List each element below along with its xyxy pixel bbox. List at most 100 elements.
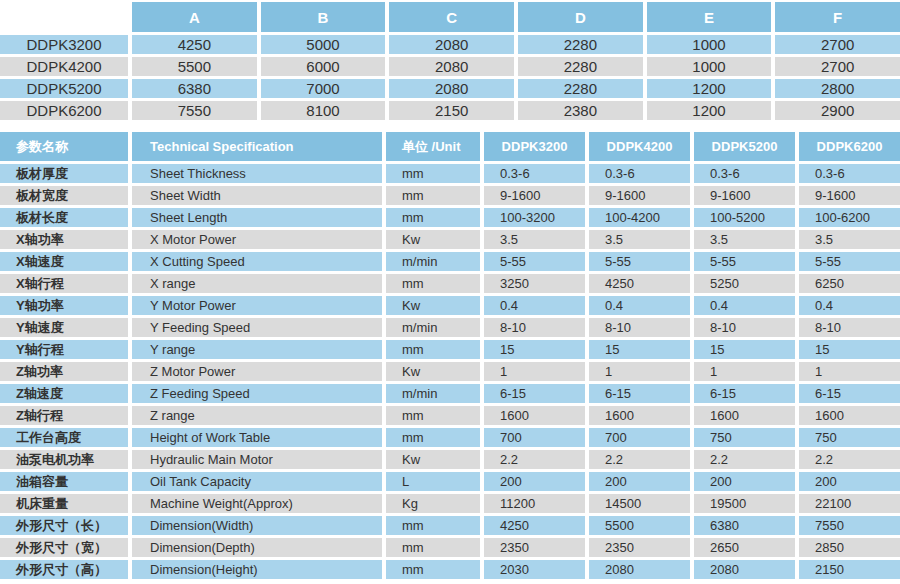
- dimension-value: 2380: [518, 101, 643, 120]
- spec-value: 200: [484, 472, 585, 491]
- spec-value: 750: [694, 428, 795, 447]
- spec-value: 8-10: [694, 318, 795, 337]
- dim-column-header: E: [647, 2, 772, 32]
- unit-value: mm: [386, 538, 480, 557]
- spec-value: 0.4: [694, 296, 795, 315]
- dimension-value: 1000: [647, 57, 772, 76]
- param-name-cn: 外形尺寸（高）: [0, 560, 128, 579]
- param-name-cn: Y轴功率: [0, 296, 128, 315]
- spec-value: 3250: [484, 274, 585, 293]
- spec-name-en: Y Motor Power: [132, 296, 382, 315]
- param-name-cn: 板材长度: [0, 208, 128, 227]
- param-name-cn: X轴功率: [0, 230, 128, 249]
- param-name-cn: Z轴功率: [0, 362, 128, 381]
- spec-value: 0.3-6: [799, 164, 900, 183]
- dimension-value: 2800: [775, 79, 900, 98]
- model-label: DDPK5200: [0, 79, 128, 98]
- unit-value: Kw: [386, 296, 480, 315]
- spec-value: 2080: [589, 560, 690, 579]
- spec-value: 3.5: [484, 230, 585, 249]
- spec-value: 1600: [694, 406, 795, 425]
- spec-value: 1: [799, 362, 900, 381]
- spec-value: 200: [799, 472, 900, 491]
- spec-value: 2650: [694, 538, 795, 557]
- spec-value: 2030: [484, 560, 585, 579]
- unit-value: m/min: [386, 252, 480, 271]
- spec-value: 6380: [694, 516, 795, 535]
- param-name-cn: Y轴速度: [0, 318, 128, 337]
- unit-header: 单位 /Unit: [386, 132, 480, 161]
- spec-value: 6-15: [589, 384, 690, 403]
- dimension-value: 7550: [132, 101, 257, 120]
- dimension-value: 2280: [518, 57, 643, 76]
- spec-name-en: Sheet Length: [132, 208, 382, 227]
- spec-value: 100-6200: [799, 208, 900, 227]
- spec-value: 200: [589, 472, 690, 491]
- technical-spec-table: 参数名称Technical Specification单位 /UnitDDPK3…: [0, 132, 900, 579]
- spec-value: 15: [589, 340, 690, 359]
- unit-value: mm: [386, 274, 480, 293]
- model-column-header: DDPK3200: [484, 132, 585, 161]
- spec-value: 0.4: [484, 296, 585, 315]
- dimension-value: 6000: [261, 57, 386, 76]
- dimension-value: 1200: [647, 79, 772, 98]
- unit-value: L: [386, 472, 480, 491]
- param-name-cn: 外形尺寸（长）: [0, 516, 128, 535]
- spec-name-en: Oil Tank Capacity: [132, 472, 382, 491]
- spec-value: 15: [694, 340, 795, 359]
- spec-name-en: Height of Work Table: [132, 428, 382, 447]
- spec-value: 2150: [799, 560, 900, 579]
- spec-name-en: Hydraulic Main Motor: [132, 450, 382, 469]
- spec-value: 200: [694, 472, 795, 491]
- unit-value: mm: [386, 516, 480, 535]
- unit-value: mm: [386, 340, 480, 359]
- spec-value: 15: [799, 340, 900, 359]
- spec-value: 3.5: [799, 230, 900, 249]
- spec-value: 8-10: [484, 318, 585, 337]
- spec-name-en: Sheet Thickness: [132, 164, 382, 183]
- spec-value: 1: [484, 362, 585, 381]
- spec-value: 11200: [484, 494, 585, 513]
- spec-value: 0.4: [799, 296, 900, 315]
- spec-name-en: Machine Weight(Approx): [132, 494, 382, 513]
- param-name-cn: X轴行程: [0, 274, 128, 293]
- dimension-value: 6380: [132, 79, 257, 98]
- dimension-value: 5000: [261, 35, 386, 54]
- spec-value: 2850: [799, 538, 900, 557]
- param-name-cn: 板材厚度: [0, 164, 128, 183]
- dimension-value: 1200: [647, 101, 772, 120]
- spec-value: 9-1600: [694, 186, 795, 205]
- technical-spec-header: Technical Specification: [132, 132, 382, 161]
- dimension-value: 2280: [518, 79, 643, 98]
- spec-value: 2.2: [589, 450, 690, 469]
- spec-value: 4250: [589, 274, 690, 293]
- model-column-header: DDPK5200: [694, 132, 795, 161]
- dimension-value: 8100: [261, 101, 386, 120]
- spec-name-en: Dimension(Width): [132, 516, 382, 535]
- spec-value: 2350: [484, 538, 585, 557]
- dimension-value: 2280: [518, 35, 643, 54]
- dimension-value: 5500: [132, 57, 257, 76]
- spec-value: 6-15: [799, 384, 900, 403]
- param-name-header: 参数名称: [0, 132, 128, 161]
- spec-value: 750: [799, 428, 900, 447]
- spec-value: 3.5: [694, 230, 795, 249]
- spec-value: 1600: [589, 406, 690, 425]
- dimensions-table: ABCDEFDDPK3200425050002080228010002700DD…: [0, 2, 900, 120]
- unit-value: mm: [386, 186, 480, 205]
- unit-value: mm: [386, 560, 480, 579]
- dimension-value: 2080: [389, 79, 514, 98]
- model-column-header: DDPK4200: [589, 132, 690, 161]
- unit-value: mm: [386, 428, 480, 447]
- unit-value: mm: [386, 406, 480, 425]
- dimension-value: 2900: [775, 101, 900, 120]
- unit-value: m/min: [386, 384, 480, 403]
- spec-value: 100-3200: [484, 208, 585, 227]
- spec-value: 0.3-6: [694, 164, 795, 183]
- spec-value: 2.2: [694, 450, 795, 469]
- spec-name-en: X Cutting Speed: [132, 252, 382, 271]
- param-name-cn: 机床重量: [0, 494, 128, 513]
- spec-name-en: Y range: [132, 340, 382, 359]
- unit-value: mm: [386, 208, 480, 227]
- param-name-cn: 油泵电机功率: [0, 450, 128, 469]
